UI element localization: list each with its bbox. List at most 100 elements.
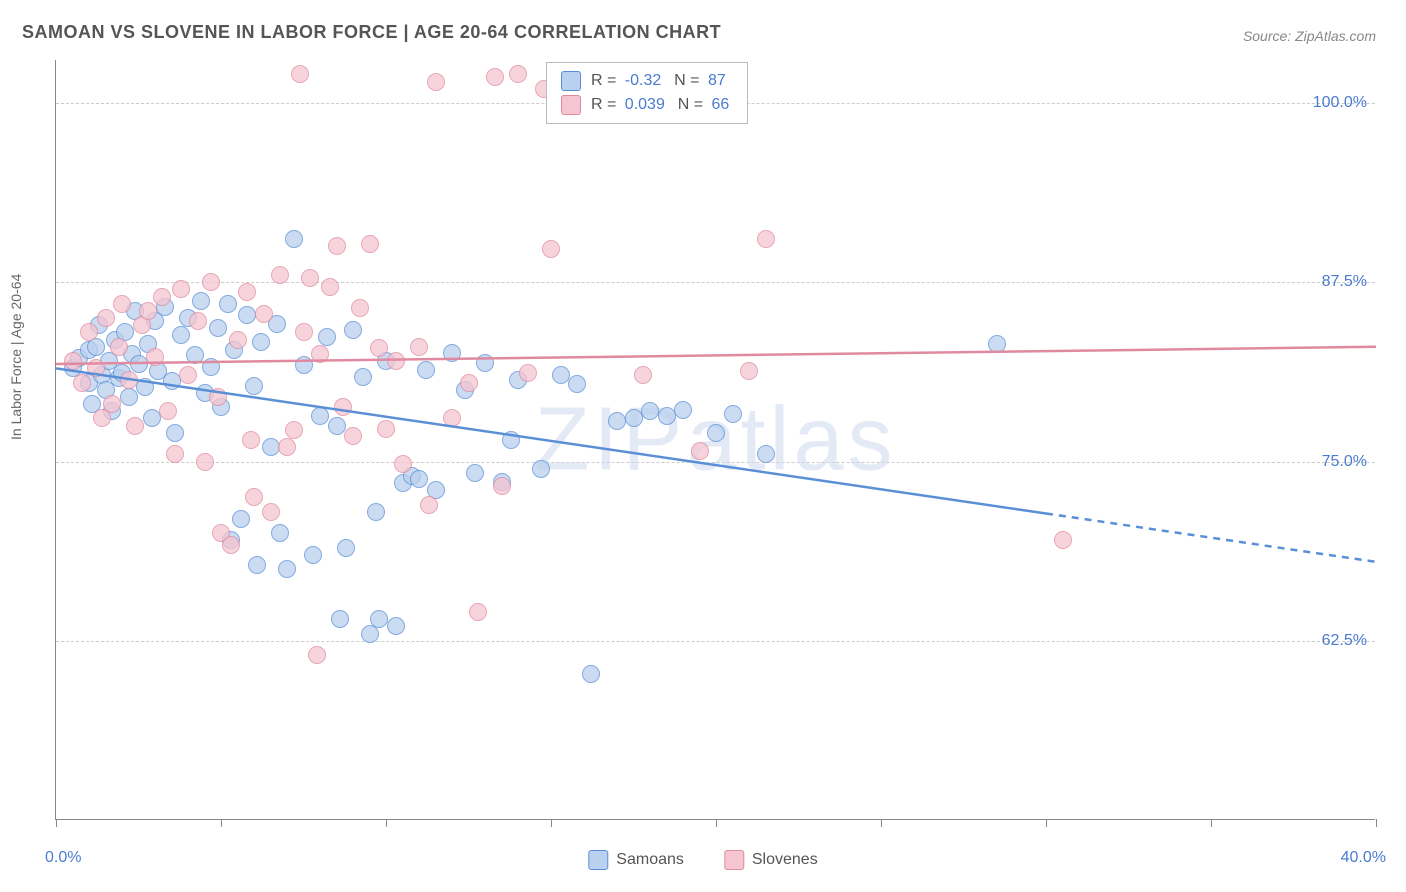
data-point: [172, 326, 190, 344]
data-point: [334, 398, 352, 416]
series-legend: Samoans Slovenes: [588, 850, 817, 870]
data-point: [377, 420, 395, 438]
data-point: [361, 235, 379, 253]
data-point: [1054, 531, 1072, 549]
data-point: [222, 536, 240, 554]
legend-swatch-slovenes: [561, 95, 581, 115]
data-point: [634, 366, 652, 384]
data-point: [351, 299, 369, 317]
data-point: [502, 431, 520, 449]
data-point: [367, 503, 385, 521]
x-tick: [1046, 819, 1047, 827]
data-point: [568, 375, 586, 393]
data-point: [202, 358, 220, 376]
data-point: [159, 402, 177, 420]
data-point: [344, 427, 362, 445]
data-point: [278, 438, 296, 456]
legend-label-samoans: Samoans: [616, 851, 684, 869]
data-point: [126, 417, 144, 435]
data-point: [354, 368, 372, 386]
data-point: [757, 445, 775, 463]
data-point: [486, 68, 504, 86]
data-point: [318, 328, 336, 346]
data-point: [80, 323, 98, 341]
data-point: [252, 333, 270, 351]
data-point: [136, 378, 154, 396]
data-point: [209, 319, 227, 337]
data-point: [337, 539, 355, 557]
data-point: [542, 240, 560, 258]
correlation-legend: R = -0.32 N = 87 R = 0.039 N = 66: [546, 62, 748, 124]
data-point: [311, 345, 329, 363]
data-point: [427, 73, 445, 91]
data-point: [103, 395, 121, 413]
data-point: [509, 65, 527, 83]
data-point: [166, 424, 184, 442]
data-point: [229, 331, 247, 349]
data-point: [311, 407, 329, 425]
data-point: [370, 339, 388, 357]
data-point: [139, 302, 157, 320]
data-point: [757, 230, 775, 248]
data-point: [519, 364, 537, 382]
data-point: [87, 359, 105, 377]
data-point: [295, 323, 313, 341]
legend-stats-slovenes: R = 0.039 N = 66: [591, 96, 733, 114]
data-point: [658, 407, 676, 425]
x-tick: [386, 819, 387, 827]
y-axis-label: In Labor Force | Age 20-64: [8, 274, 24, 440]
x-tick: [221, 819, 222, 827]
legend-swatch-samoans: [561, 71, 581, 91]
data-point: [410, 470, 428, 488]
data-point: [443, 409, 461, 427]
x-tick: [1376, 819, 1377, 827]
data-point: [238, 283, 256, 301]
data-point: [674, 401, 692, 419]
data-point: [146, 348, 164, 366]
data-point: [238, 306, 256, 324]
data-point: [120, 371, 138, 389]
data-point: [387, 617, 405, 635]
data-point: [166, 445, 184, 463]
data-point: [608, 412, 626, 430]
x-tick: [1211, 819, 1212, 827]
data-point: [301, 269, 319, 287]
data-point: [532, 460, 550, 478]
data-point: [420, 496, 438, 514]
legend-label-slovenes: Slovenes: [752, 851, 818, 869]
data-point: [219, 295, 237, 313]
data-point: [295, 356, 313, 374]
legend-item-slovenes: Slovenes: [724, 850, 818, 870]
data-point: [344, 321, 362, 339]
data-point: [192, 292, 210, 310]
data-point: [285, 421, 303, 439]
data-point: [641, 402, 659, 420]
data-point: [245, 377, 263, 395]
data-point: [328, 237, 346, 255]
data-point: [469, 603, 487, 621]
data-point: [153, 288, 171, 306]
data-point: [443, 344, 461, 362]
data-point: [245, 488, 263, 506]
x-tick: [551, 819, 552, 827]
legend-row-samoans: R = -0.32 N = 87: [561, 69, 733, 93]
data-point: [179, 366, 197, 384]
data-point: [582, 665, 600, 683]
data-point: [466, 464, 484, 482]
data-point: [248, 556, 266, 574]
legend-swatch-icon: [588, 850, 608, 870]
legend-swatch-icon: [724, 850, 744, 870]
data-point: [172, 280, 190, 298]
data-point: [988, 335, 1006, 353]
data-point: [189, 312, 207, 330]
data-point: [130, 355, 148, 373]
data-point: [242, 431, 260, 449]
data-point: [120, 388, 138, 406]
data-point: [278, 560, 296, 578]
data-point: [707, 424, 725, 442]
source-attribution: Source: ZipAtlas.com: [1243, 28, 1376, 44]
data-point: [271, 524, 289, 542]
data-point: [262, 503, 280, 521]
data-point: [113, 295, 131, 313]
data-point: [202, 273, 220, 291]
